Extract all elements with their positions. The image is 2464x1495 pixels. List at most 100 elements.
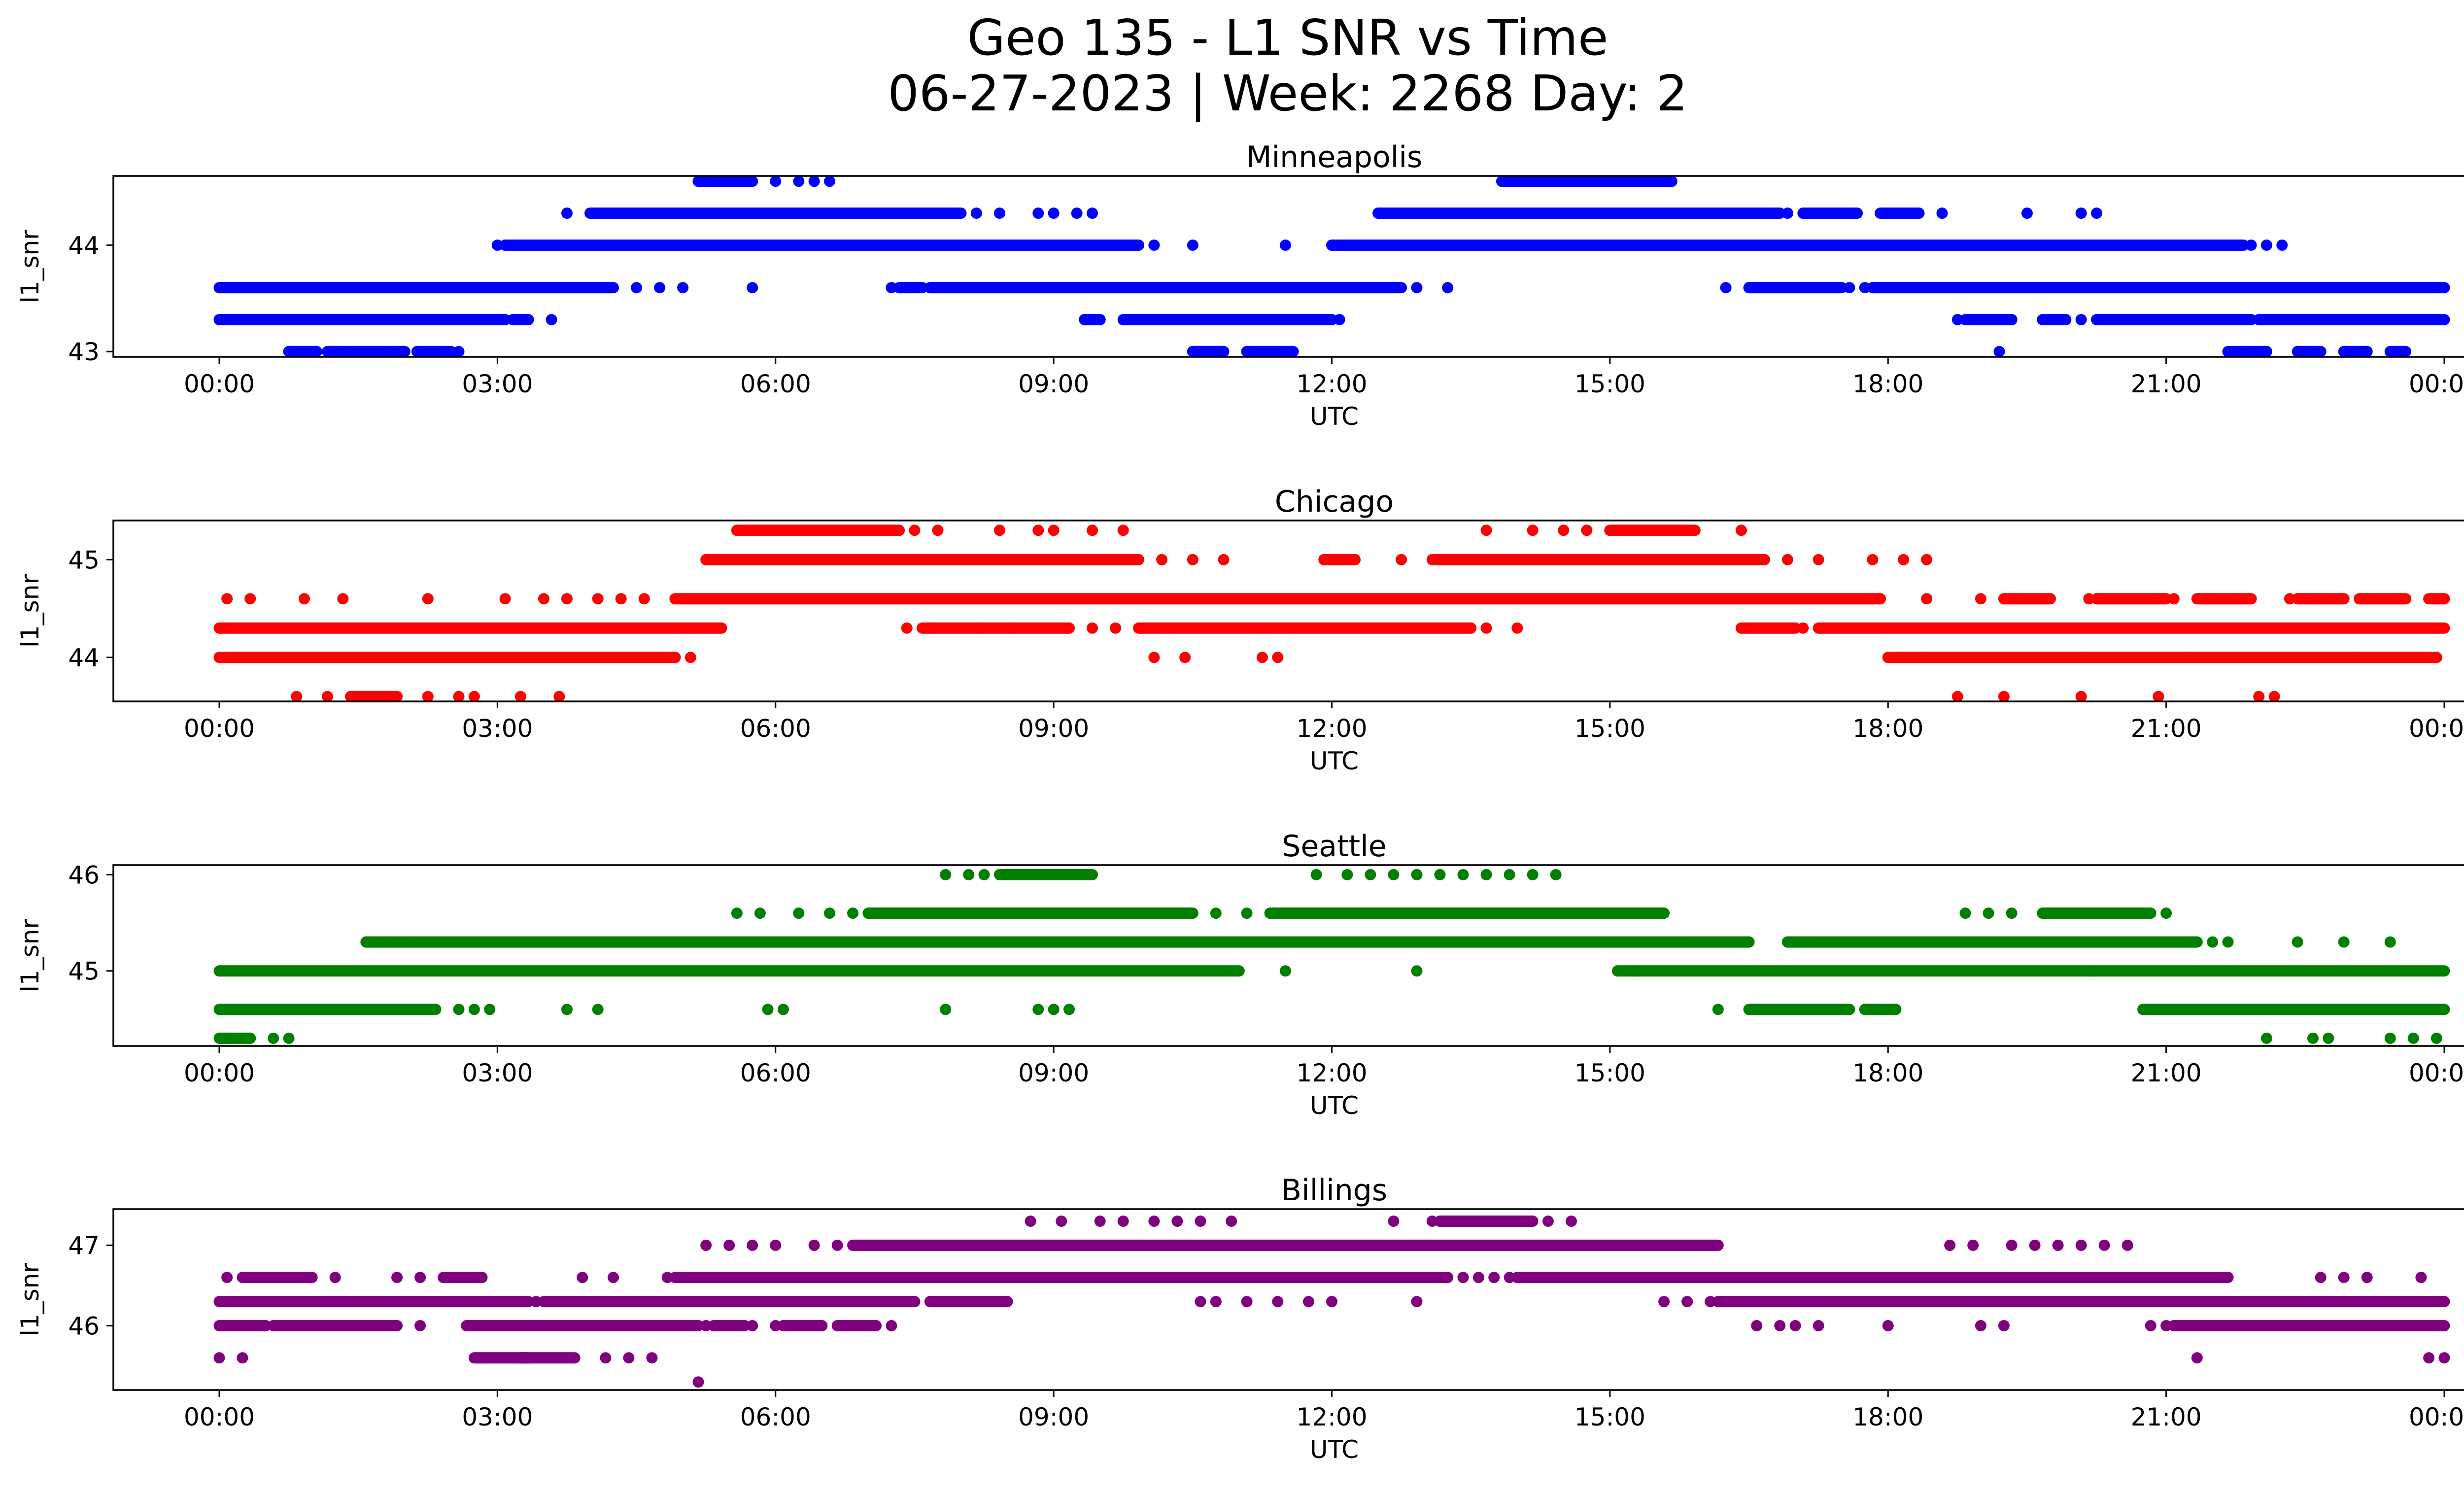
data-point [2145,1320,2156,1332]
figure-title-line2: 06-27-2023 | Week: 2268 Day: 2 [888,65,1688,122]
x-tick-label: 03:00 [462,370,533,398]
data-point [623,1352,635,1364]
data-point [468,1004,480,1015]
data-point [1472,1272,1484,1284]
data-point [901,622,913,634]
data-point [1087,524,1098,536]
data-point [461,1272,473,1284]
x-tick-label: 09:00 [1018,370,1089,398]
data-point [1110,622,1122,634]
data-point [608,1272,619,1284]
data-point [1025,1215,1036,1227]
x-tick-label: 06:00 [740,714,811,743]
data-point [1210,346,1222,357]
data-point [592,593,604,605]
data-point [770,1239,782,1251]
data-point [1148,239,1160,251]
data-point [1341,554,1353,565]
data-point [2006,1239,2018,1251]
data-point [1048,524,1060,536]
data-point [1951,691,1963,702]
data-point [654,282,666,294]
data-point [823,175,835,187]
data-point [453,691,465,702]
data-point [1226,1215,1237,1227]
data-point [1457,1272,1469,1284]
data-point [538,593,549,605]
data-point [2260,239,2272,251]
y-tick-label: 47 [68,1231,100,1260]
data-point [747,1320,758,1332]
data-point [1936,208,1948,219]
data-point [615,593,627,605]
x-axis-label: UTC [1310,1435,1359,1464]
data-point [1681,1296,1693,1308]
data-point [1558,524,1570,536]
data-point [1032,1004,1044,1015]
data-point [422,691,434,702]
data-point [1813,554,1824,565]
data-point [631,282,643,294]
data-point [337,593,349,605]
data-point [1117,1215,1129,1227]
data-point [1658,1296,1670,1308]
data-point [1882,1320,1894,1332]
panel-title: Minneapolis [1246,140,1423,174]
data-point [213,1352,225,1364]
data-point [646,1352,658,1364]
data-point [1156,554,1168,565]
data-point [1457,869,1469,881]
data-point [2268,691,2280,702]
data-point [1442,282,1454,294]
data-point [1279,965,1291,977]
data-point [1751,1320,1763,1332]
data-point [2075,652,2087,663]
data-point [1504,1272,1515,1284]
data-point [1411,869,1423,881]
data-point [1967,1239,1979,1251]
data-point [414,1272,426,1284]
data-point [1272,1296,1284,1308]
data-point [244,593,256,605]
data-point [2214,1272,2226,1284]
y-tick-label: 43 [68,338,100,366]
data-point [2292,936,2303,948]
data-point [2006,907,2018,919]
data-point [221,1272,233,1284]
data-point [1048,1004,1060,1015]
data-point [700,175,712,187]
data-point [2354,652,2365,663]
x-axis-label: UTC [1310,402,1359,431]
data-point [970,622,982,634]
data-point [700,1239,712,1251]
data-point [2191,1352,2203,1364]
data-point [1341,869,1353,881]
data-point [407,936,418,948]
x-axis-label: UTC [1310,747,1359,775]
axes-frame [112,175,2464,358]
data-point [823,907,835,919]
panel-title: Seattle [1282,829,1386,864]
data-point [514,691,526,702]
data-point [831,1239,843,1251]
x-tick-label: 21:00 [2131,1059,2202,1087]
x-tick-label: 18:00 [1852,1059,1923,1087]
data-point [808,1239,820,1251]
data-point [1187,346,1198,357]
data-point [2384,936,2396,948]
data-point [1781,208,1793,219]
data-point [1210,907,1222,919]
data-point [1898,554,1910,565]
data-point [978,869,990,881]
x-tick-label: 03:00 [462,714,533,743]
data-point [1171,1215,1183,1227]
data-point [1187,239,1198,251]
x-tick-label: 15:00 [1574,1059,1645,1087]
data-point [1241,907,1253,919]
y-axis-label: l1_snr [16,230,44,303]
data-point [499,593,511,605]
data-point [1789,1320,1801,1332]
data-point [800,1320,812,1332]
data-point [2106,313,2118,325]
data-point [2075,208,2087,219]
